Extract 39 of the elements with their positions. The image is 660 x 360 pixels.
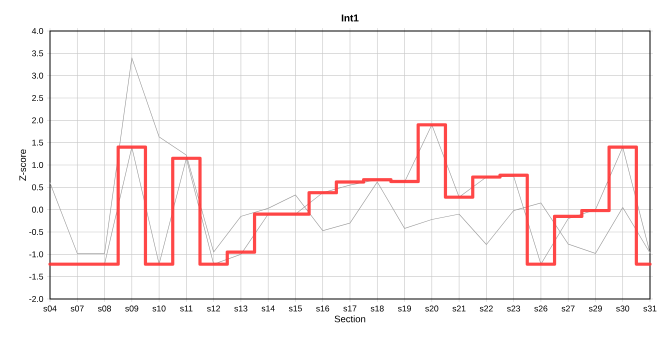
y-axis-title: Z-score <box>19 149 26 181</box>
y-tick-label: 1.0 <box>32 162 44 168</box>
chart-title: Int1 <box>342 14 359 22</box>
y-tick-label: 1.5 <box>32 140 44 146</box>
x-tick-label: s16 <box>316 306 330 312</box>
x-tick-label: s26 <box>534 306 548 312</box>
x-tick-label: s11 <box>180 306 192 312</box>
x-tick-label: s12 <box>207 306 220 312</box>
y-tick-label: -0.5 <box>29 229 44 235</box>
y-tick-label: -2.0 <box>29 296 44 302</box>
x-tick-label: s27 <box>562 306 575 312</box>
y-tick-label: -1.0 <box>29 251 44 258</box>
x-tick-label: s09 <box>125 306 138 312</box>
x-tick-label: s21 <box>452 306 466 312</box>
x-tick-label: s20 <box>425 306 438 312</box>
x-tick-label: s07 <box>70 306 84 312</box>
x-tick-label: s13 <box>234 306 248 312</box>
y-tick-label: -1.5 <box>29 274 44 280</box>
y-tick-label: 2.5 <box>32 95 44 101</box>
y-tick-label: 0.0 <box>32 206 44 213</box>
x-tick-label: s31 <box>643 306 656 312</box>
x-tick-label: s18 <box>370 306 384 312</box>
x-tick-label: s30 <box>616 306 630 312</box>
x-tick-label: s10 <box>152 306 166 312</box>
x-tick-label: s15 <box>288 306 302 312</box>
x-tick-label: s17 <box>343 306 356 312</box>
x-tick-label: s08 <box>98 306 112 312</box>
y-tick-label: 0.5 <box>32 184 44 190</box>
x-tick-label: s23 <box>507 306 520 312</box>
y-tick-label: 3.5 <box>32 50 44 56</box>
y-tick-label: 4.0 <box>32 28 44 34</box>
y-tick-label: 2.0 <box>32 117 44 124</box>
x-axis-title: Section <box>334 315 366 322</box>
x-tick-label: s22 <box>480 306 493 312</box>
x-tick-label: s04 <box>43 306 57 312</box>
x-tick-label: s29 <box>588 306 602 312</box>
y-tick-label: 3.0 <box>32 72 44 79</box>
x-tick-label: s19 <box>398 306 411 312</box>
x-tick-label: s14 <box>262 306 275 312</box>
